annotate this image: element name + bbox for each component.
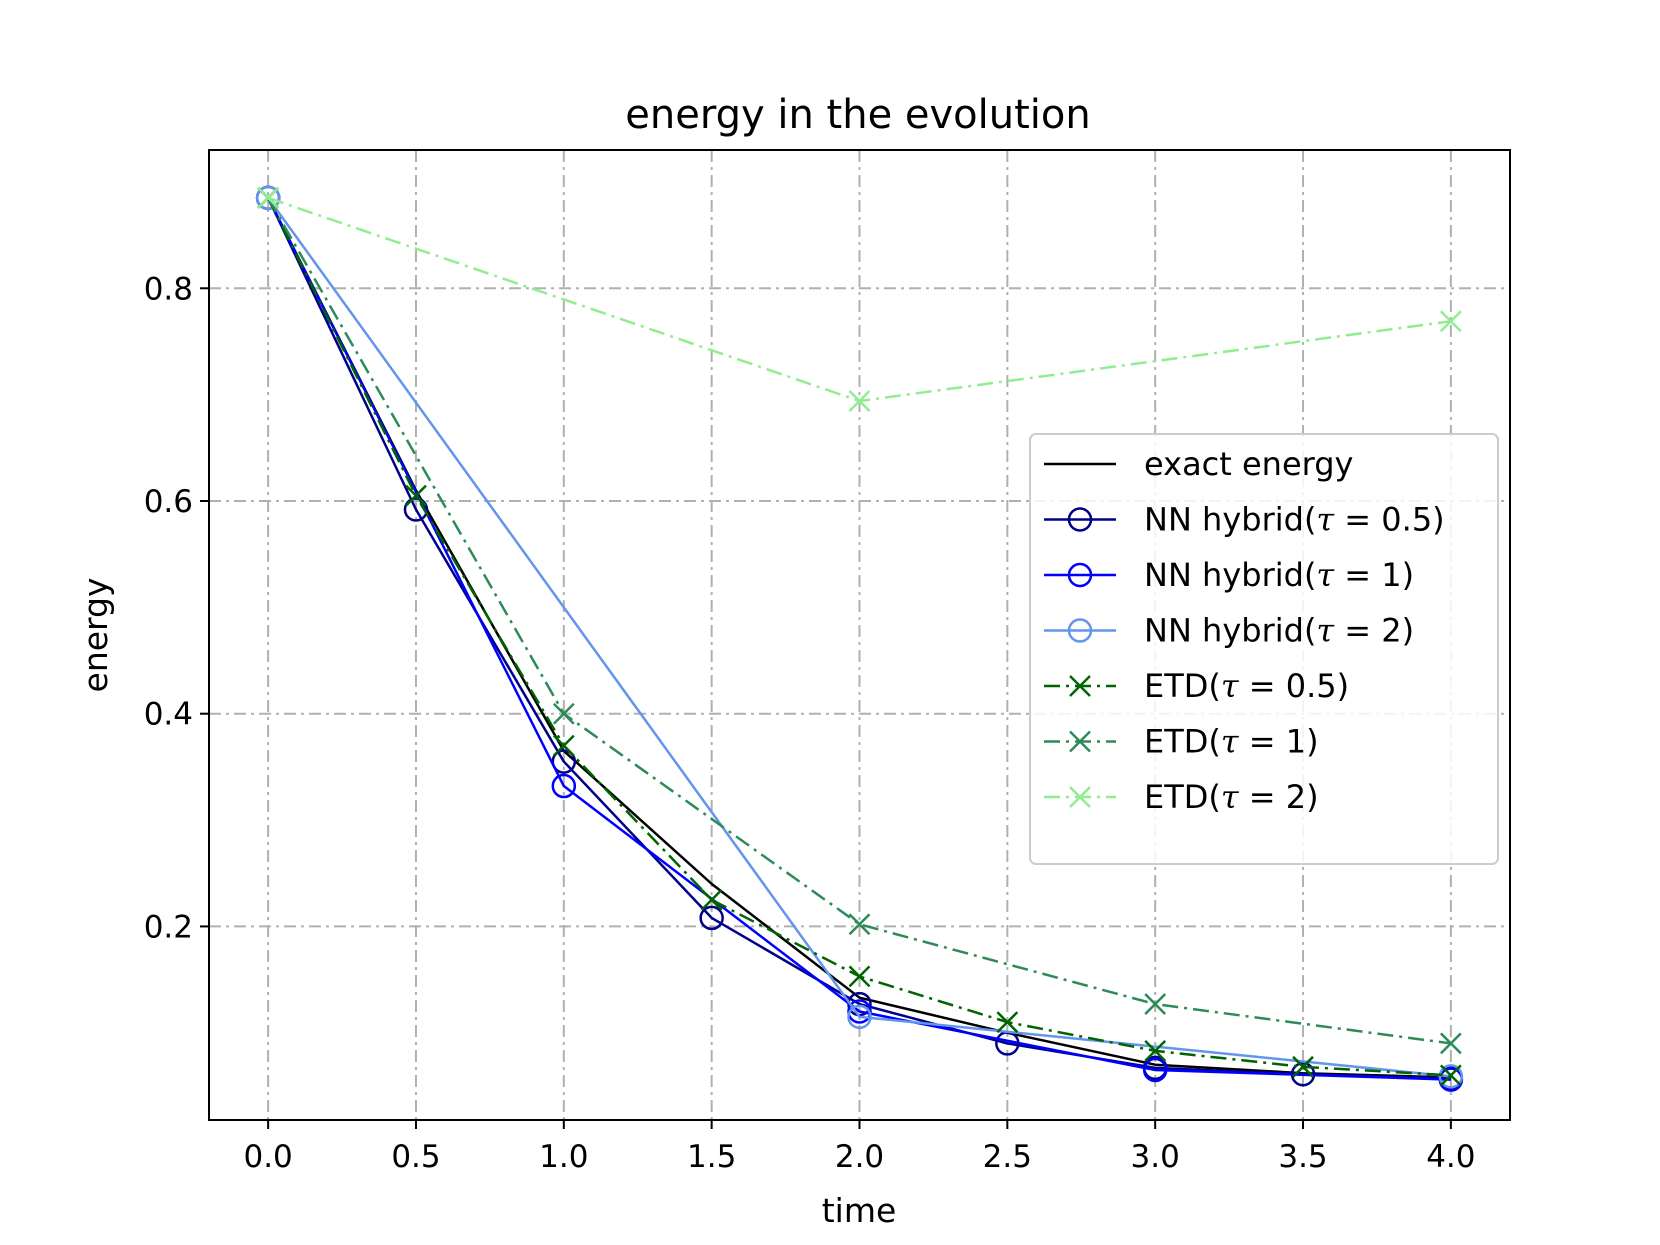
marker-stroke xyxy=(848,390,871,412)
data-point-marker xyxy=(1439,1032,1462,1055)
data-point-marker xyxy=(699,905,724,931)
legend-label: NN hybrid(τ = 1) xyxy=(1144,556,1414,594)
data-point-marker xyxy=(403,497,429,522)
data-point-marker xyxy=(255,185,281,211)
x-tick-label: 2.0 xyxy=(835,1139,884,1175)
x-tick-label: 1.0 xyxy=(539,1139,588,1175)
x-axis-label: time xyxy=(822,1191,897,1230)
legend-label: NN hybrid(τ = 0.5) xyxy=(1144,501,1445,539)
data-point-marker xyxy=(1439,1064,1462,1087)
legend-label: NN hybrid(τ = 2) xyxy=(1144,612,1414,650)
axis-ticks: 0.0 0.5 1.0 1.5 2.0 2.5 3.0 3.5 4.0 0.2 0.4 0.6 0.8 xyxy=(144,271,1476,1175)
data-point-marker xyxy=(996,1011,1019,1034)
series-layer xyxy=(255,185,1464,1092)
series-line xyxy=(267,197,1451,1081)
data-point-marker xyxy=(848,965,871,988)
marker-stroke xyxy=(257,186,280,209)
x-tick-label: 3.5 xyxy=(1278,1139,1327,1175)
marker-stroke xyxy=(848,913,871,936)
legend-entry: ETD(τ = 1) xyxy=(1044,723,1319,761)
marker-stroke xyxy=(848,965,871,988)
data-point-marker xyxy=(1438,1064,1464,1089)
data-point-marker xyxy=(552,702,575,725)
y-tick-label: 0.4 xyxy=(144,697,193,733)
marker-stroke xyxy=(1144,1039,1167,1062)
series-4 xyxy=(257,186,1462,1087)
data-point-marker xyxy=(848,913,871,936)
legend-entry: ETD(τ = 0.5) xyxy=(1044,667,1349,705)
marker-stroke xyxy=(1069,786,1091,808)
marker-stroke xyxy=(552,734,575,757)
legend-entry: exact energy xyxy=(1044,445,1353,483)
data-point-marker xyxy=(1439,310,1462,333)
series-line xyxy=(267,197,1451,1078)
legend-entry: NN hybrid(τ = 1) xyxy=(1044,556,1414,594)
legend-label: ETD(τ = 2) xyxy=(1144,778,1319,816)
legend-label: ETD(τ = 1) xyxy=(1144,723,1319,761)
marker-stroke xyxy=(1069,675,1091,697)
legend-box xyxy=(1029,433,1499,865)
legend-label: exact energy xyxy=(1144,445,1353,483)
series-6 xyxy=(257,186,1462,412)
legend-entry: NN hybrid(τ = 2) xyxy=(1044,612,1414,650)
data-point-marker xyxy=(257,186,280,209)
x-tick-label: 0.5 xyxy=(391,1139,440,1175)
x-tick-label: 4.0 xyxy=(1426,1139,1475,1175)
series-3 xyxy=(255,185,1464,1089)
legend-marker xyxy=(1069,730,1091,753)
legend-entry: NN hybrid(τ = 0.5) xyxy=(1044,501,1445,539)
data-point-marker xyxy=(1292,1055,1314,1078)
marker-stroke xyxy=(1292,1055,1314,1078)
data-point-marker xyxy=(405,484,427,507)
marker-stroke xyxy=(1439,1064,1462,1087)
y-tick-label: 0.2 xyxy=(144,909,193,945)
data-point-marker xyxy=(552,734,575,757)
legend-marker xyxy=(1069,786,1091,808)
marker-stroke xyxy=(700,888,723,911)
data-point-marker xyxy=(1142,1057,1168,1083)
legend-marker xyxy=(1067,507,1093,532)
data-point-marker xyxy=(847,1004,872,1030)
legend-marker xyxy=(1067,618,1093,643)
legend-marker xyxy=(1069,675,1091,697)
chart-title: energy in the evolution xyxy=(625,92,1090,138)
legend: exact energy NN hybrid(τ = 0.5) NN hybrid(… xyxy=(1029,433,1499,865)
marker-stroke xyxy=(405,484,427,507)
marker-stroke xyxy=(1069,730,1091,753)
x-tick-label: 0.0 xyxy=(243,1139,292,1175)
x-tick-label: 3.0 xyxy=(1131,1139,1180,1175)
data-point-marker xyxy=(1144,993,1167,1015)
x-tick-label: 2.5 xyxy=(983,1139,1032,1175)
y-axis-label: energy xyxy=(76,578,115,693)
marker-stroke xyxy=(1439,310,1462,333)
data-point-marker xyxy=(1144,1039,1167,1062)
legend-marker xyxy=(1067,562,1093,588)
data-point-marker xyxy=(700,888,723,911)
marker-stroke xyxy=(996,1011,1019,1034)
marker-stroke xyxy=(1144,993,1167,1015)
legend-label: ETD(τ = 0.5) xyxy=(1144,667,1349,705)
y-tick-label: 0.8 xyxy=(144,271,193,307)
marker-stroke xyxy=(552,702,575,725)
legend-entry: ETD(τ = 2) xyxy=(1044,778,1319,816)
data-point-marker xyxy=(848,390,871,412)
marker-stroke xyxy=(1439,1032,1462,1055)
series-line xyxy=(267,197,1452,1045)
x-tick-label: 1.5 xyxy=(687,1139,736,1175)
y-tick-label: 0.6 xyxy=(144,484,193,520)
data-point-marker xyxy=(551,773,577,799)
